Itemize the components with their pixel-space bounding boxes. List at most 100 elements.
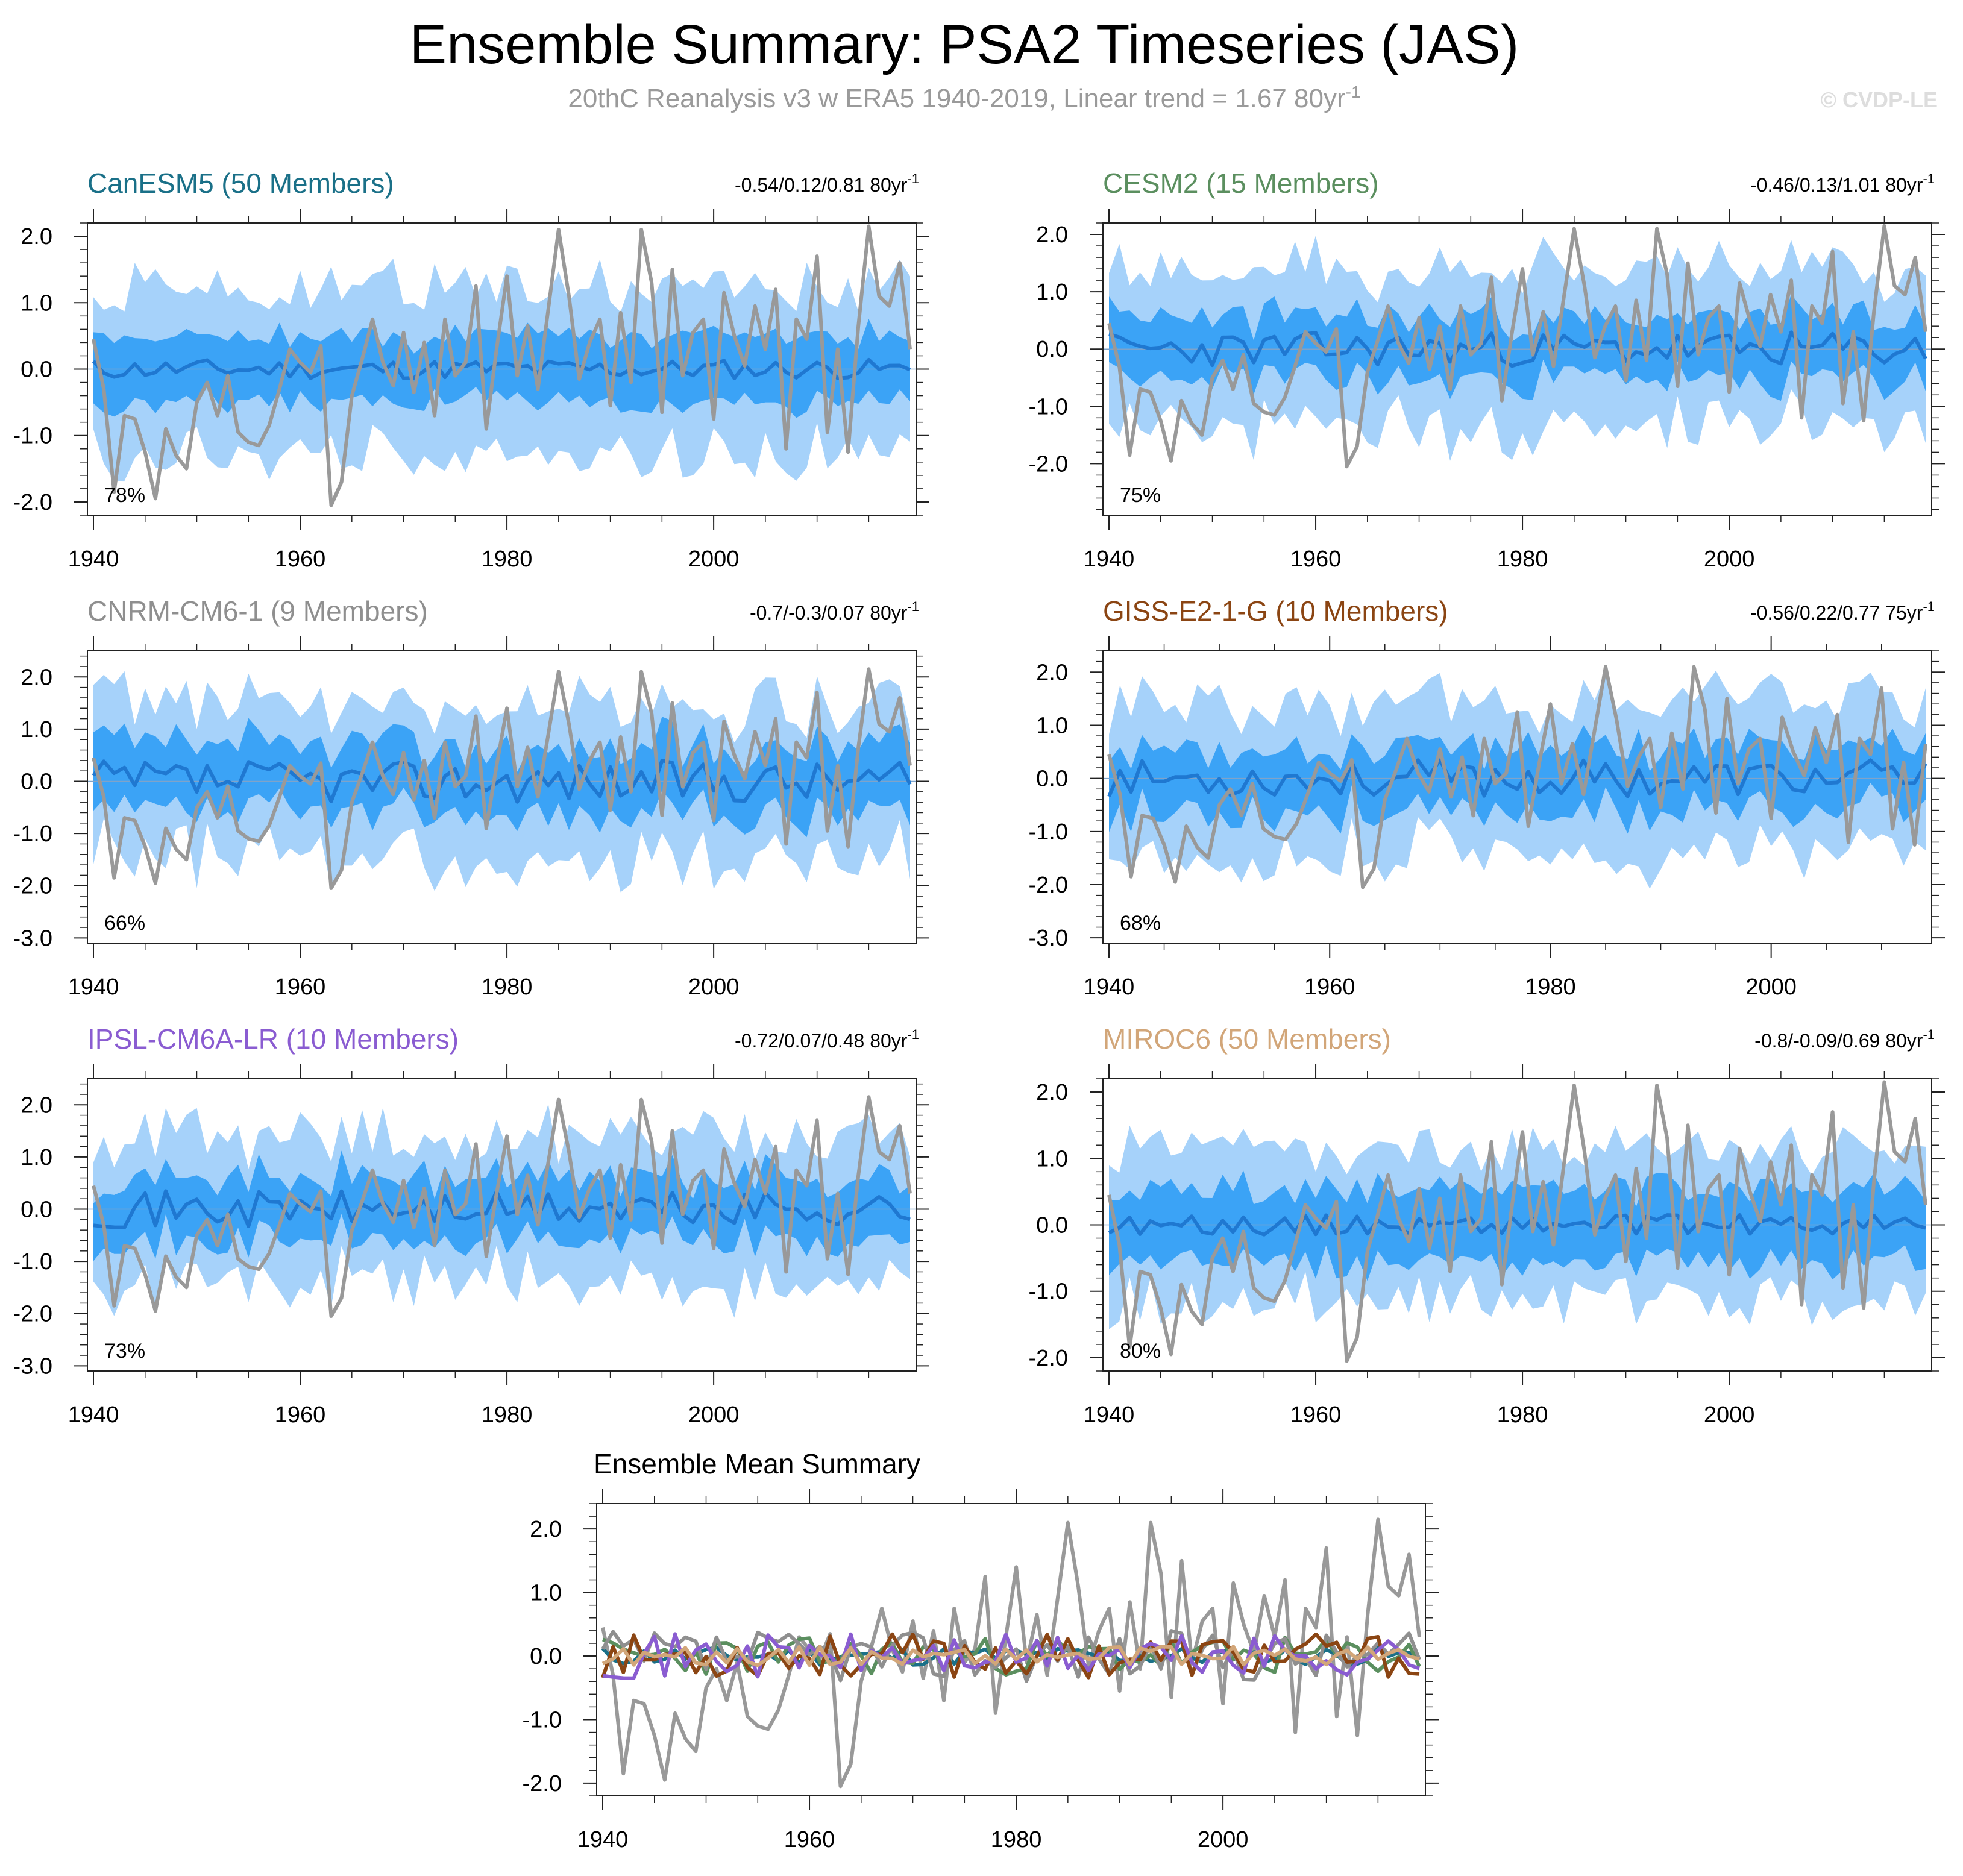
y-tick-label: -2.0 <box>13 490 52 515</box>
x-tick-label: 1960 <box>784 1827 835 1852</box>
y-tick-label: 2.0 <box>1036 660 1068 685</box>
plot-frame <box>1102 222 1932 516</box>
y-tick-label: -1.0 <box>13 1249 52 1275</box>
y-tick-label: -1.0 <box>1029 820 1068 845</box>
plot-area <box>87 1095 916 1319</box>
x-tick-label: 2000 <box>1704 547 1755 572</box>
y-tick-label: 0.0 <box>530 1644 562 1669</box>
plot-area <box>1103 224 1932 469</box>
trend-text: -0.54/0.12/0.81 80yr <box>735 174 908 196</box>
trend-superscript: -1 <box>1923 171 1935 186</box>
figure-title: Ensemble Summary: PSA2 Timeseries (JAS) <box>410 14 1519 75</box>
x-tick-label: 1940 <box>1084 547 1135 572</box>
y-tick-label: 1.0 <box>20 717 52 742</box>
y-tick-label: 2.0 <box>1036 222 1068 248</box>
observed-line <box>1107 665 1927 889</box>
percent-label: 75% <box>1120 484 1161 507</box>
y-tick-label: -2.0 <box>13 1302 52 1327</box>
trend-label: -0.7/-0.3/0.07 80yr-1 <box>750 599 919 624</box>
y-tick-label: -2.0 <box>1029 451 1068 477</box>
y-tick-label: 1.0 <box>20 290 52 316</box>
plot-area <box>1103 665 1932 889</box>
percent-label: 66% <box>104 912 145 935</box>
panel-7: Ensemble Mean Summary 2.0 1.0 0.0 -1.0 -2.0 19… <box>523 1448 1439 1852</box>
x-tick-label: 2000 <box>1198 1827 1249 1852</box>
y-tick-label: 0.0 <box>1036 337 1068 362</box>
x-tick-label: 2000 <box>688 547 740 572</box>
observed-line <box>1107 224 1927 469</box>
y-tick-label: 2.0 <box>20 1093 52 1118</box>
trend-text: -0.72/0.07/0.48 80yr <box>735 1030 908 1052</box>
observed-line <box>92 1095 912 1319</box>
x-tick-label: 1940 <box>1084 1402 1135 1428</box>
plots-layer: CanESM5 (50 Members) -0.54/0.12/0.81 80yr… <box>13 168 1945 1852</box>
plot-area <box>1103 1080 1932 1363</box>
percent-label: 78% <box>104 484 145 507</box>
trend-label: -0.56/0.22/0.77 75yr-1 <box>1750 599 1935 624</box>
observed-line <box>92 667 912 891</box>
y-tick-label: 2.0 <box>1036 1080 1068 1105</box>
x-tick-label: 2000 <box>1745 974 1797 1000</box>
y-tick-label: 1.0 <box>1036 713 1068 738</box>
panel-1: CanESM5 (50 Members) -0.54/0.12/0.81 80yr… <box>13 168 929 572</box>
band-inner-25-75 <box>93 717 910 838</box>
y-tick-label: -3.0 <box>13 1354 52 1379</box>
summary-line-ipsl-cm6a-lr <box>602 1632 1420 1680</box>
ensemble-mean-line <box>92 357 911 380</box>
panel-3: CNRM-CM6-1 (9 Members) -0.7/-0.3/0.07 80y… <box>13 595 929 1000</box>
ensemble-mean-line <box>1108 330 1927 368</box>
panel-5: IPSL-CM6A-LR (10 Members) -0.72/0.07/0.48… <box>13 1023 929 1428</box>
y-tick-label: 2.0 <box>20 224 52 249</box>
x-tick-label: 1980 <box>482 547 533 572</box>
x-tick-label: 1980 <box>1497 1402 1548 1428</box>
x-tick-label: 1940 <box>1084 974 1135 1000</box>
percent-label: 68% <box>1120 912 1161 935</box>
trend-text: -0.8/-0.09/0.69 80yr <box>1754 1030 1923 1052</box>
subtitle-superscript: -1 <box>1346 83 1361 101</box>
plot-frame <box>596 1503 1426 1796</box>
trend-label: -0.54/0.12/0.81 80yr-1 <box>735 171 919 196</box>
x-tick-label: 1940 <box>68 1402 119 1428</box>
y-tick-label: 0.0 <box>20 1197 52 1223</box>
panel-title: IPSL-CM6A-LR (10 Members) <box>87 1023 459 1055</box>
trend-text: -0.46/0.13/1.01 80yr <box>1750 174 1923 196</box>
y-tick-label: -1.0 <box>1029 1279 1068 1305</box>
panel-title: MIROC6 (50 Members) <box>1103 1023 1391 1055</box>
plot-frame <box>87 1078 917 1372</box>
y-tick-label: 1.0 <box>1036 280 1068 305</box>
x-tick-label: 1980 <box>482 974 533 1000</box>
x-tick-label: 1980 <box>1497 547 1548 572</box>
trend-label: -0.8/-0.09/0.69 80yr-1 <box>1754 1027 1935 1052</box>
trend-superscript: -1 <box>907 599 919 614</box>
y-tick-label: -1.0 <box>13 821 52 847</box>
ensemble-mean-line <box>92 759 912 804</box>
ensemble-mean-line <box>1108 1213 1926 1237</box>
panel-6: MIROC6 (50 Members) -0.8/-0.09/0.69 80yr-… <box>1029 1023 1945 1428</box>
panel-2: CESM2 (15 Members) -0.46/0.13/1.01 80yr-1… <box>1029 168 1945 572</box>
trend-superscript: -1 <box>1923 599 1935 614</box>
y-tick-label: 1.0 <box>530 1581 562 1606</box>
y-tick-label: -1.0 <box>523 1707 562 1733</box>
y-tick-label: -3.0 <box>1029 926 1068 951</box>
percent-label: 80% <box>1120 1340 1161 1363</box>
summary-line-miroc6 <box>601 1645 1420 1667</box>
x-tick-label: 1980 <box>1525 974 1576 1000</box>
x-tick-label: 2000 <box>688 1402 740 1428</box>
y-tick-label: -2.0 <box>523 1771 562 1796</box>
y-tick-label: 0.0 <box>20 770 52 795</box>
x-tick-label: 1960 <box>1290 547 1342 572</box>
x-tick-label: 2000 <box>688 974 740 1000</box>
trend-label: -0.46/0.13/1.01 80yr-1 <box>1750 171 1935 196</box>
y-tick-label: 0.0 <box>1036 1213 1068 1238</box>
trend-text: -0.7/-0.3/0.07 80yr <box>750 602 908 624</box>
trend-text: -0.56/0.22/0.77 75yr <box>1750 602 1923 624</box>
x-tick-label: 1940 <box>577 1827 629 1852</box>
watermark: © CVDP-LE <box>1820 87 1938 112</box>
x-tick-label: 1980 <box>482 1402 533 1428</box>
plot-area <box>87 224 916 507</box>
ensemble-mean-line <box>1107 758 1927 798</box>
summary-line-20thc-reanalysis-v3-w-era5 <box>601 1517 1421 1789</box>
panel-title: GISS-E2-1-G (10 Members) <box>1103 595 1448 627</box>
trend-superscript: -1 <box>907 171 919 186</box>
